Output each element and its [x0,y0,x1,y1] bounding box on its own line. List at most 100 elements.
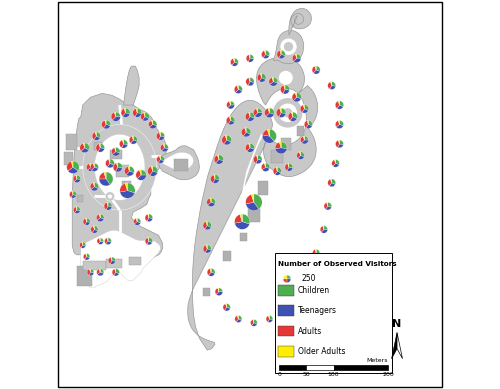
Wedge shape [250,112,254,118]
Wedge shape [73,161,80,171]
Wedge shape [262,130,270,136]
Wedge shape [224,307,230,311]
Wedge shape [215,288,219,294]
Wedge shape [254,319,258,324]
Wedge shape [116,112,120,117]
Wedge shape [152,120,153,124]
Wedge shape [262,74,266,80]
Wedge shape [321,230,328,233]
Wedge shape [272,77,274,82]
Wedge shape [120,140,124,147]
Wedge shape [216,292,222,296]
Wedge shape [258,74,262,81]
Bar [296,126,304,136]
Wedge shape [294,296,300,299]
Wedge shape [280,50,281,54]
Wedge shape [226,135,232,142]
Wedge shape [107,238,108,241]
Bar [278,305,294,316]
Wedge shape [147,218,152,222]
Wedge shape [316,66,320,71]
Wedge shape [287,279,291,283]
Wedge shape [304,136,308,140]
Text: 50: 50 [302,372,310,377]
Wedge shape [112,152,120,156]
Wedge shape [294,58,301,63]
Wedge shape [298,156,304,159]
Bar [279,365,306,370]
Text: Adults: Adults [298,326,322,336]
Wedge shape [273,167,277,174]
Wedge shape [215,175,220,180]
Wedge shape [288,112,293,121]
Wedge shape [246,144,250,151]
Wedge shape [264,51,266,54]
Wedge shape [108,257,112,264]
Polygon shape [289,9,312,35]
Wedge shape [207,221,212,228]
Wedge shape [234,222,250,230]
Wedge shape [88,167,94,171]
Wedge shape [296,54,301,58]
Wedge shape [112,117,120,121]
Wedge shape [98,148,104,152]
Wedge shape [281,108,286,114]
Wedge shape [153,120,157,126]
Wedge shape [268,129,270,136]
Wedge shape [244,132,250,137]
Wedge shape [338,101,340,105]
Wedge shape [82,242,86,246]
Wedge shape [226,117,230,124]
Wedge shape [84,257,89,260]
Wedge shape [73,191,76,196]
Wedge shape [268,315,270,319]
Wedge shape [306,124,312,128]
Wedge shape [283,279,287,283]
Wedge shape [284,304,285,307]
Wedge shape [76,207,77,210]
Wedge shape [282,307,288,310]
Wedge shape [256,159,262,164]
Bar [258,181,268,194]
Wedge shape [148,166,153,175]
Wedge shape [130,166,134,173]
Text: 250: 250 [302,274,316,284]
Bar [278,326,294,336]
Wedge shape [282,304,285,309]
Wedge shape [160,144,164,151]
Wedge shape [210,198,211,202]
Wedge shape [126,171,134,176]
Wedge shape [149,237,152,243]
Bar [116,165,130,177]
Wedge shape [141,170,146,175]
Wedge shape [332,82,336,86]
Wedge shape [332,179,336,184]
Wedge shape [248,58,254,62]
Wedge shape [66,161,73,171]
Text: 100: 100 [328,372,340,377]
Wedge shape [122,144,128,148]
Wedge shape [81,148,89,152]
Bar [281,138,291,150]
Wedge shape [213,179,220,183]
Bar [278,346,294,357]
Wedge shape [116,163,117,167]
Polygon shape [274,30,304,64]
Wedge shape [208,272,215,276]
Wedge shape [247,148,254,152]
Wedge shape [153,166,158,173]
Wedge shape [266,163,270,168]
Wedge shape [264,108,270,116]
Wedge shape [126,108,130,114]
Wedge shape [333,163,339,167]
Wedge shape [104,238,108,244]
Wedge shape [112,147,116,154]
Circle shape [280,38,297,55]
Wedge shape [275,142,281,149]
Wedge shape [106,241,112,245]
Wedge shape [262,167,270,172]
Text: Number of Observed Visitors: Number of Observed Visitors [278,261,397,267]
Wedge shape [97,218,104,222]
Wedge shape [324,203,328,209]
Wedge shape [99,172,106,179]
